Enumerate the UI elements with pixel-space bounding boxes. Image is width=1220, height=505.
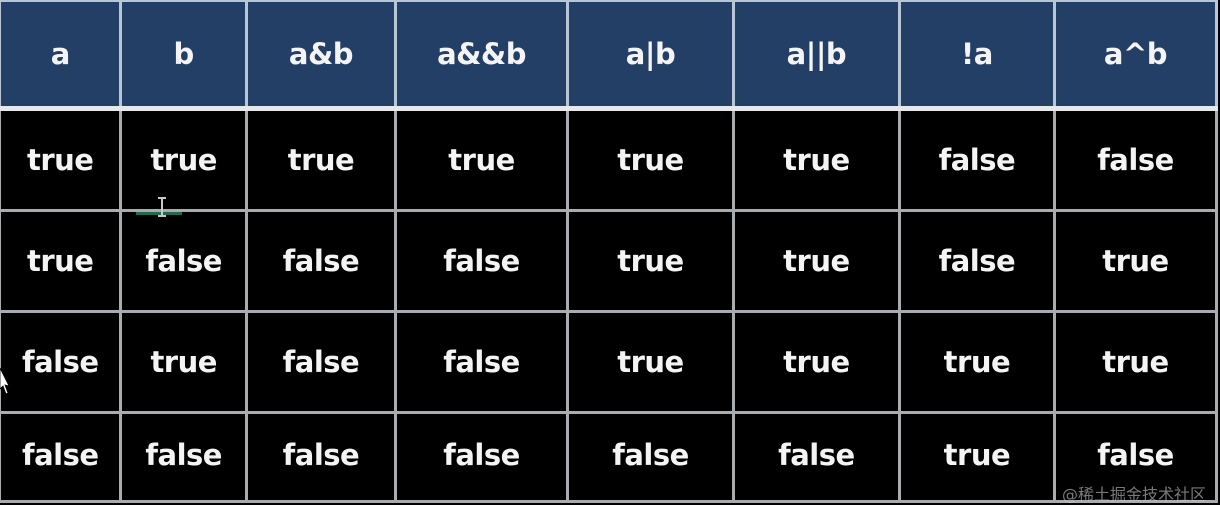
table-cell: false <box>244 411 398 503</box>
table-cell: true <box>0 209 123 313</box>
table-cell: true <box>119 107 248 212</box>
table-cell: true <box>394 107 570 212</box>
column-header: a&&b <box>394 0 570 110</box>
column-header: b <box>119 0 248 110</box>
text-cursor-icon <box>136 197 182 217</box>
table-cell: false <box>566 411 735 503</box>
column-header: !a <box>897 0 1056 110</box>
column-header: a <box>0 0 123 110</box>
column-header: a||b <box>731 0 901 110</box>
table-cell: false <box>897 209 1056 313</box>
table-cell: false <box>0 310 123 414</box>
table-cell: true <box>731 310 901 414</box>
table-cell: true <box>897 310 1056 414</box>
table-cell: false <box>1052 411 1219 503</box>
table-cell: true <box>731 107 901 212</box>
table-cell: false <box>731 411 901 503</box>
table-cell: true <box>1052 209 1219 313</box>
table-row: true true true true true true false false <box>0 107 1219 212</box>
table-row: true false false false true true false true <box>0 209 1219 313</box>
table-cell: false <box>119 209 248 313</box>
table-cell: false <box>1052 107 1219 212</box>
table-cell: false <box>244 209 398 313</box>
mouse-pointer-icon <box>0 368 10 394</box>
header-row: a b a&b a&&b a|b a||b !a a^b <box>0 0 1219 110</box>
table-cell: true <box>119 310 248 414</box>
column-header: a&b <box>244 0 398 110</box>
column-header: a|b <box>566 0 735 110</box>
table-cell: false <box>244 310 398 414</box>
table-cell: true <box>244 107 398 212</box>
table-row: false false false false false false true false <box>0 411 1219 503</box>
table-cell: false <box>0 411 123 503</box>
table-cell: true <box>897 411 1056 503</box>
table-cell: false <box>394 209 570 313</box>
table-row: false true false false true true true true <box>0 310 1219 414</box>
column-header: a^b <box>1052 0 1219 110</box>
table-cell: false <box>119 411 248 503</box>
watermark: @稀土掘金技术社区 <box>1061 485 1206 504</box>
table-cell: false <box>394 310 570 414</box>
table-cell: true <box>566 107 735 212</box>
table-cell: true <box>566 310 735 414</box>
table-cell: true <box>566 209 735 313</box>
table-cell: true <box>731 209 901 313</box>
table-cell: false <box>897 107 1056 212</box>
table-cell: true <box>1052 310 1219 414</box>
table-cell: false <box>394 411 570 503</box>
table-cell: true <box>0 107 123 212</box>
